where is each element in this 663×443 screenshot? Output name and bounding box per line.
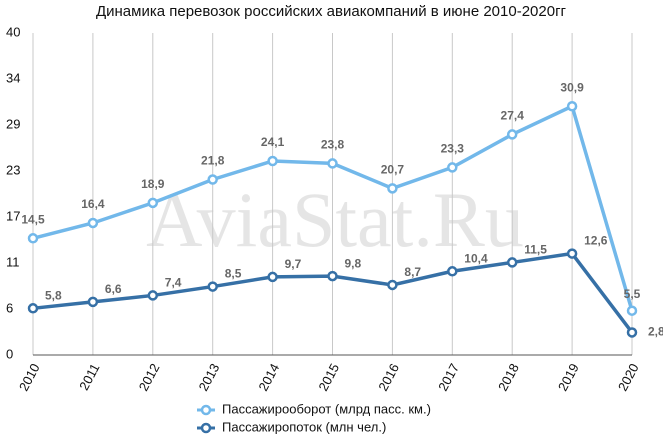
data-point <box>147 290 159 301</box>
data-point <box>207 174 218 185</box>
legend-label: Пассажиропоток (млн чел.) <box>222 419 386 434</box>
watermark: AviaStat.Ru <box>146 176 524 263</box>
x-tick-label: 2016 <box>375 361 402 394</box>
data-point <box>387 183 398 194</box>
data-label: 12,6 <box>584 234 608 248</box>
data-label: 21,8 <box>201 154 225 168</box>
data-label: 11,5 <box>524 243 547 257</box>
data-label: 23,8 <box>321 138 345 152</box>
data-label: 23,3 <box>441 142 465 156</box>
data-point <box>207 281 218 292</box>
y-tick-label: 40 <box>6 24 20 39</box>
x-tick-label: 2020 <box>615 361 642 394</box>
data-point <box>626 327 638 338</box>
data-point <box>87 217 99 229</box>
x-tick-label: 2014 <box>255 361 282 394</box>
data-label: 5,8 <box>45 288 62 302</box>
data-point <box>626 305 638 316</box>
data-point <box>506 257 518 268</box>
data-point <box>566 101 578 112</box>
data-point <box>566 248 578 259</box>
data-label: 27,4 <box>501 109 525 123</box>
data-point <box>27 303 39 314</box>
data-point <box>447 162 458 173</box>
data-point <box>147 197 159 209</box>
data-point <box>387 279 398 291</box>
legend-marker <box>200 404 212 416</box>
chart-title: Динамика перевозок российских авиакомпан… <box>96 3 567 20</box>
data-label: 9,7 <box>285 257 302 271</box>
x-tick-label: 2017 <box>435 361 462 394</box>
data-point <box>327 270 338 282</box>
legend-label: Пассажирооборот (млрд пасс. км.) <box>222 401 431 416</box>
y-tick-label: 34 <box>6 70 20 85</box>
data-point <box>87 296 99 308</box>
data-label: 8,7 <box>404 265 421 279</box>
x-tick-label: 2018 <box>495 361 522 394</box>
data-point <box>27 233 39 244</box>
x-tick-label: 2011 <box>76 361 102 393</box>
x-tick-label: 2019 <box>555 361 582 394</box>
y-tick-label: 17 <box>6 208 20 223</box>
data-point <box>267 155 278 167</box>
y-tick-label: 0 <box>6 346 13 361</box>
y-tick-label: 11 <box>6 254 20 269</box>
data-point <box>447 266 458 277</box>
data-label: 2,8 <box>648 325 663 339</box>
data-label: 20,7 <box>381 163 405 177</box>
data-label: 6,6 <box>105 282 122 296</box>
data-label: 8,5 <box>225 267 242 281</box>
data-label: 16,4 <box>81 197 105 211</box>
data-label: 24,1 <box>261 135 285 149</box>
data-point <box>267 271 278 283</box>
data-point <box>327 158 338 169</box>
x-tick-label: 2015 <box>315 361 342 394</box>
data-label: 7,4 <box>165 276 182 290</box>
x-tick-label: 2010 <box>16 361 43 394</box>
data-label: 5,5 <box>624 287 641 301</box>
x-tick-label: 2013 <box>196 361 223 394</box>
data-label: 10,4 <box>464 251 488 265</box>
data-label: 9,8 <box>345 256 362 270</box>
legend-marker <box>200 422 212 434</box>
y-tick-label: 23 <box>6 162 20 177</box>
data-label: 30,9 <box>560 80 584 94</box>
data-label: 14,5 <box>21 212 45 226</box>
data-point <box>506 129 518 140</box>
x-tick-label: 2012 <box>136 361 163 394</box>
data-label: 18,9 <box>141 177 165 191</box>
y-tick-label: 29 <box>6 116 20 131</box>
y-tick-label: 6 <box>6 300 13 315</box>
